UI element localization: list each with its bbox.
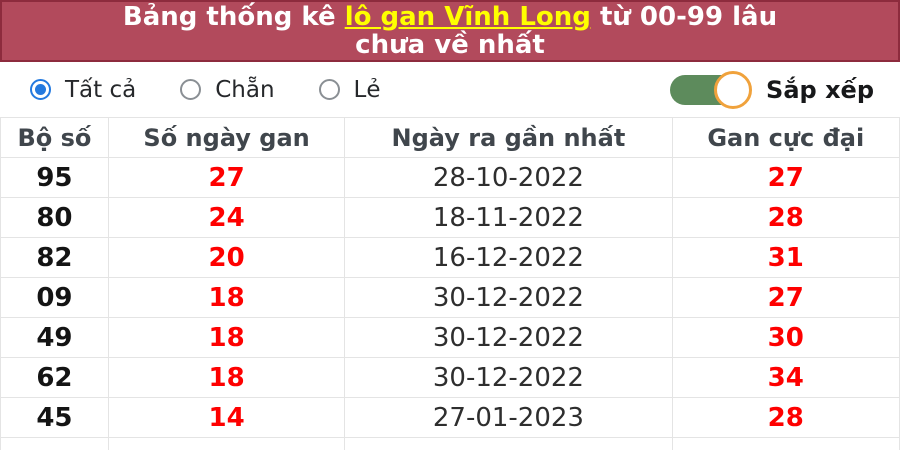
- radio-option-tat-ca[interactable]: Tất cả: [30, 77, 136, 103]
- header-last-date: Ngày ra gần nhất: [344, 117, 673, 158]
- cell-gan-days: 18: [107, 357, 346, 398]
- cell-max-gan: 30: [671, 317, 900, 358]
- cell-gan-days: [107, 437, 346, 450]
- radio-option-chan[interactable]: Chẵn: [180, 76, 275, 103]
- cell-max-gan: 34: [671, 357, 900, 398]
- cell-number: 09: [0, 277, 109, 318]
- header-gan-days: Số ngày gan: [107, 117, 346, 158]
- gan-table: Bộ số Số ngày gan Ngày ra gần nhất Gan c…: [0, 117, 900, 450]
- table-header-row: Bộ số Số ngày gan Ngày ra gần nhất Gan c…: [0, 117, 900, 158]
- cell-gan-days: 18: [107, 277, 346, 318]
- table-row: 09 18 30-12-2022 27: [0, 277, 900, 318]
- filter-bar: Tất cả Chẵn Lẻ Sắp xếp: [0, 62, 900, 117]
- banner-title-suffix: từ 00-99 lâu: [590, 1, 778, 32]
- table-body: 95 27 28-10-2022 27 80 24 18-11-2022 28 82 20 16-1…: [0, 157, 900, 450]
- sort-label: Sắp xếp: [766, 75, 874, 104]
- cell-last-date: 30-12-2022: [344, 317, 673, 358]
- table-row: 49 18 30-12-2022 30: [0, 317, 900, 358]
- cell-last-date: 30-12-2022: [344, 357, 673, 398]
- cell-gan-days: 24: [107, 197, 346, 238]
- sort-toggle[interactable]: [670, 70, 753, 109]
- cell-gan-days: 27: [107, 157, 346, 198]
- table-row-partial: [0, 437, 900, 450]
- table-row: 45 14 27-01-2023 28: [0, 397, 900, 438]
- cell-last-date: 18-11-2022: [344, 197, 673, 238]
- cell-number: 80: [0, 197, 109, 238]
- cell-last-date: [344, 437, 673, 450]
- cell-number: 95: [0, 157, 109, 198]
- header-max-gan: Gan cực đại: [671, 117, 900, 158]
- radio-label: Tất cả: [65, 76, 137, 103]
- banner-title-line2: chưa về nhất: [355, 30, 545, 60]
- banner-title-prefix: Bảng thống kê: [122, 1, 345, 32]
- cell-last-date: 30-12-2022: [344, 277, 673, 318]
- cell-last-date: 16-12-2022: [344, 237, 673, 278]
- cell-max-gan: 31: [671, 237, 900, 278]
- cell-max-gan: 28: [671, 197, 900, 238]
- cell-last-date: 27-01-2023: [344, 397, 673, 438]
- banner-title: Bảng thống kê lô gan Vĩnh Long từ 00-99 …: [123, 3, 777, 31]
- radio-label: Chẵn: [215, 76, 275, 103]
- cell-number: 82: [0, 237, 109, 278]
- banner: Bảng thống kê lô gan Vĩnh Long từ 00-99 …: [0, 0, 900, 62]
- header-number: Bộ số: [0, 117, 109, 158]
- cell-number: 49: [0, 317, 109, 358]
- cell-max-gan: 28: [671, 397, 900, 438]
- banner-link[interactable]: lô gan Vĩnh Long: [344, 1, 591, 32]
- table-row: 82 20 16-12-2022 31: [0, 237, 900, 278]
- radio-option-le[interactable]: Lẻ: [318, 76, 381, 103]
- cell-max-gan: 27: [671, 157, 900, 198]
- radio-label: Lẻ: [353, 76, 381, 103]
- cell-last-date: 28-10-2022: [344, 157, 673, 198]
- sort-control: Sắp xếp: [670, 70, 874, 109]
- cell-number: 45: [0, 397, 109, 438]
- table-row: 95 27 28-10-2022 27: [0, 157, 900, 198]
- cell-max-gan: 27: [671, 277, 900, 318]
- cell-gan-days: 14: [107, 397, 346, 438]
- cell-max-gan: [671, 437, 900, 450]
- table-row: 80 24 18-11-2022 28: [0, 197, 900, 238]
- cell-number: 62: [0, 357, 109, 398]
- table-row: 62 18 30-12-2022 34: [0, 357, 900, 398]
- cell-gan-days: 20: [107, 237, 346, 278]
- cell-number: [0, 437, 109, 450]
- radio-icon[interactable]: [180, 79, 202, 100]
- cell-gan-days: 18: [107, 317, 346, 358]
- radio-icon[interactable]: [30, 79, 51, 100]
- sort-toggle-knob[interactable]: [714, 70, 753, 109]
- radio-group: Tất cả Chẵn Lẻ: [30, 77, 381, 103]
- radio-icon[interactable]: [318, 79, 340, 100]
